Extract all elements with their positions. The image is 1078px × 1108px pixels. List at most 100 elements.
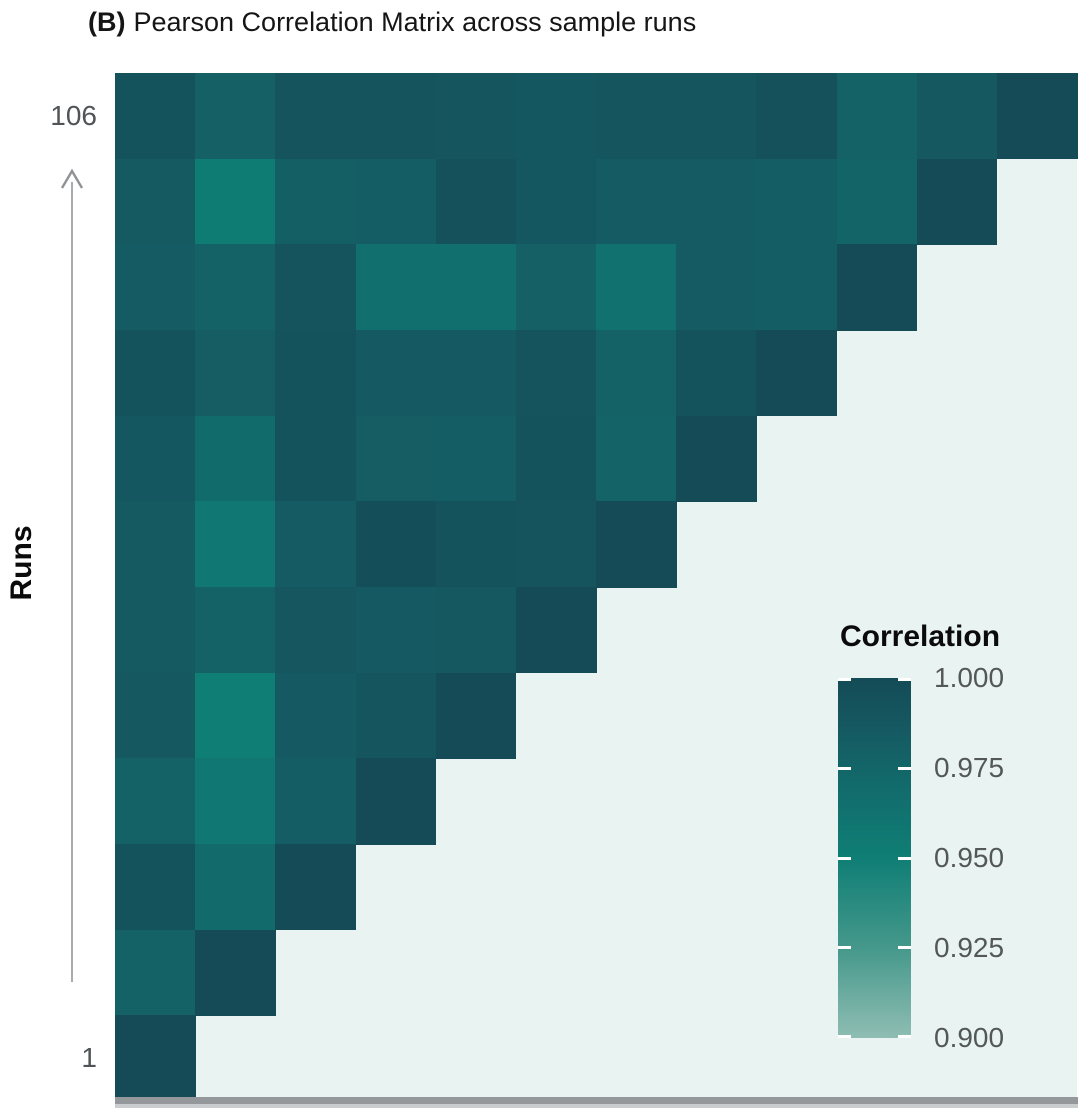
heatmap-cell	[195, 415, 276, 502]
heatmap-cell	[756, 244, 838, 331]
heatmap-cell	[275, 501, 357, 588]
heatmap-cell	[355, 415, 437, 502]
legend-tick-mark	[898, 1035, 911, 1038]
heatmap-cell	[355, 587, 437, 674]
heatmap-cell	[115, 844, 196, 931]
heatmap-cell	[115, 1015, 196, 1102]
legend-tick-mark	[898, 767, 911, 771]
heatmap-cell	[115, 73, 196, 160]
heatmap-cell	[756, 158, 838, 245]
heatmap-cell	[275, 672, 357, 759]
legend-tick-label: 1.000	[934, 662, 1005, 693]
heatmap-cell	[275, 758, 357, 845]
heatmap-cell	[676, 244, 757, 331]
heatmap-cell	[916, 73, 998, 160]
heatmap-cell	[115, 330, 196, 417]
heatmap-cell	[756, 73, 838, 160]
heatmap-cell	[355, 501, 437, 588]
heatmap-cell	[676, 73, 757, 160]
heatmap-cell	[115, 672, 196, 759]
legend-tick-mark	[898, 678, 911, 681]
heatmap-cell	[515, 330, 597, 417]
heatmap-cell	[195, 929, 276, 1016]
heatmap-cell	[676, 415, 757, 502]
heatmap-cell	[115, 929, 196, 1016]
heatmap-cell	[195, 73, 276, 160]
heatmap-cell	[275, 587, 357, 674]
heatmap-cell	[596, 415, 677, 502]
legend-tick-label: 0.925	[934, 932, 1005, 963]
legend-tick-mark	[838, 767, 851, 771]
heatmap-cell	[596, 73, 677, 160]
legend-title: Correlation	[840, 620, 1001, 653]
heatmap-cell	[676, 158, 757, 245]
heatmap-cell	[435, 330, 517, 417]
heatmap-cell	[195, 244, 276, 331]
heatmap-cell	[515, 73, 597, 160]
legend-tick-mark	[898, 945, 911, 949]
heatmap-cell	[355, 330, 437, 417]
legend-tick-mark	[838, 1035, 851, 1038]
heatmap-cell	[115, 244, 196, 331]
heatmap-cell	[115, 587, 196, 674]
heatmap-cell	[515, 158, 597, 245]
heatmap-cell	[115, 501, 196, 588]
heatmap-cell	[355, 758, 437, 845]
heatmap-cell	[515, 501, 597, 588]
heatmap-cell	[275, 73, 357, 160]
legend-tick-mark	[838, 678, 851, 681]
legend-tick-mark	[838, 945, 851, 949]
heatmap-cell	[115, 415, 196, 502]
heatmap-cell	[275, 844, 357, 931]
heatmap-cell	[275, 244, 357, 331]
y-tick-label-bottom: 1	[81, 1042, 97, 1073]
heatmap-cell	[596, 501, 677, 588]
heatmap-cell	[195, 330, 276, 417]
heatmap-cell	[115, 758, 196, 845]
heatmap-cell	[836, 73, 918, 160]
heatmap-cell	[435, 73, 517, 160]
legend: Correlation 1.000 0.975 0.950 0.925 0.900	[838, 620, 1078, 1060]
heatmap-cell	[515, 415, 597, 502]
heatmap-cell	[355, 244, 437, 331]
heatmap-cell	[435, 244, 517, 331]
heatmap-cell	[435, 672, 517, 759]
heatmap-cell	[836, 244, 918, 331]
heatmap-cell	[355, 73, 437, 160]
heatmap-cell	[515, 587, 597, 674]
y-axis-label: Runs	[5, 525, 38, 601]
heatmap-cell	[275, 158, 357, 245]
heatmap-cell	[115, 158, 196, 245]
heatmap-cell	[435, 158, 517, 245]
legend-tick-label: 0.975	[934, 752, 1005, 783]
heatmap-panel	[115, 73, 1078, 1102]
heatmap-cell	[195, 158, 276, 245]
chart-title: (B) Pearson Correlation Matrix across sam…	[88, 7, 696, 38]
legend-tick-label: 0.900	[934, 1022, 1005, 1053]
heatmap-cell	[355, 158, 437, 245]
heatmap-cell	[275, 415, 357, 502]
chart-title-prefix: (B)	[88, 7, 126, 37]
heatmap-cell	[916, 158, 998, 245]
heatmap-cell	[676, 330, 757, 417]
legend-tick-mark	[898, 856, 911, 860]
heatmap-cell	[596, 244, 677, 331]
chart-title-text: Pearson Correlation Matrix across sample…	[133, 7, 697, 37]
legend-tick-label: 0.950	[934, 842, 1005, 873]
x-axis-line-shadow	[115, 1104, 1078, 1108]
heatmap-cell	[195, 844, 276, 931]
heatmap-cell	[435, 501, 517, 588]
heatmap-cell	[435, 587, 517, 674]
heatmap-cell	[195, 587, 276, 674]
heatmap-cell	[756, 330, 838, 417]
heatmap-cell	[435, 415, 517, 502]
heatmap-cell	[355, 672, 437, 759]
heatmap-cell	[195, 672, 276, 759]
heatmap-cell	[996, 73, 1078, 160]
heatmap-cell	[195, 501, 276, 588]
y-tick-label-top: 106	[50, 100, 97, 131]
heatmap-cell	[275, 330, 357, 417]
heatmap-cell	[836, 158, 918, 245]
heatmap-cell	[195, 758, 276, 845]
